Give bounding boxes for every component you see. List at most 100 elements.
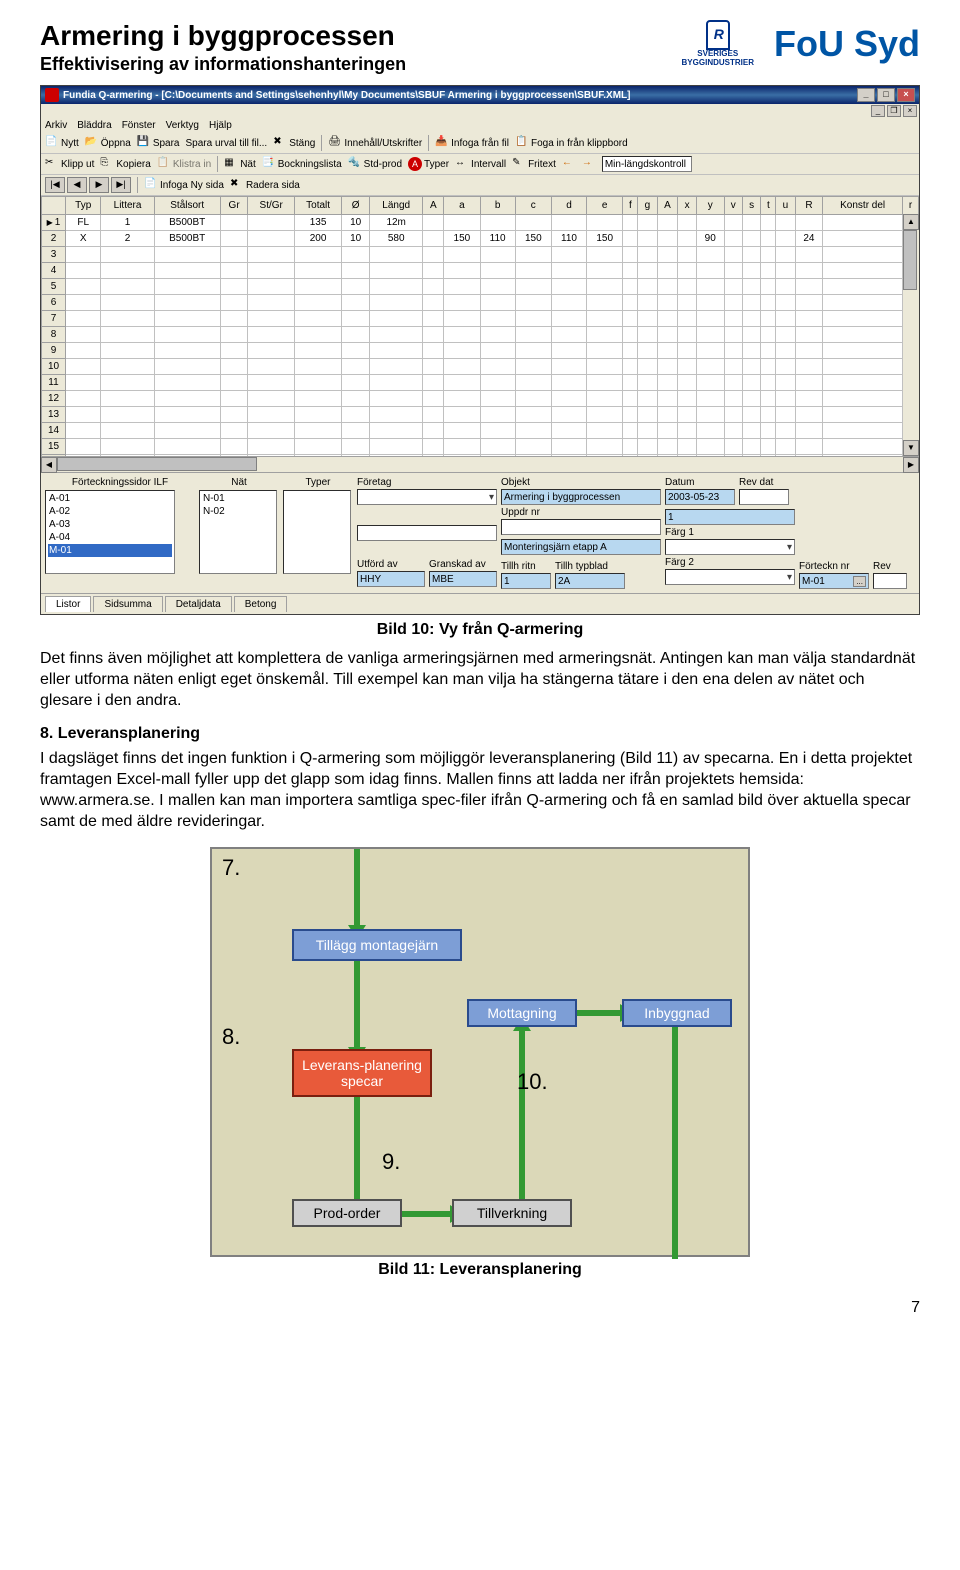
- grid-cell[interactable]: [66, 407, 101, 423]
- grid-cell[interactable]: [638, 263, 657, 279]
- grid-cell[interactable]: [795, 439, 823, 455]
- nat-listbox[interactable]: N-01N-02: [199, 490, 277, 574]
- grid-cell[interactable]: [444, 247, 480, 263]
- grid-cell[interactable]: [423, 295, 444, 311]
- grid-cell[interactable]: [623, 263, 638, 279]
- fritext-button[interactable]: ✎Fritext: [512, 157, 556, 171]
- grid-cell[interactable]: [248, 231, 294, 247]
- grid-cell[interactable]: [724, 359, 742, 375]
- grid-cell[interactable]: [220, 231, 248, 247]
- grid-cell[interactable]: [724, 391, 742, 407]
- grid-cell[interactable]: [342, 391, 370, 407]
- grid-cell[interactable]: [742, 215, 760, 231]
- horizontal-scrollbar[interactable]: ◀ ▶: [41, 456, 919, 472]
- grid-cell[interactable]: [423, 359, 444, 375]
- nytt-button[interactable]: 📄Nytt: [45, 136, 79, 150]
- grid-cell[interactable]: [823, 375, 903, 391]
- mdi-minimize[interactable]: _: [871, 105, 885, 117]
- grid-cell[interactable]: [724, 215, 742, 231]
- grid-cell[interactable]: [696, 327, 724, 343]
- grid-cell[interactable]: [823, 263, 903, 279]
- grid-cell[interactable]: [742, 359, 760, 375]
- tab-betong[interactable]: Betong: [234, 596, 288, 612]
- mdi-close[interactable]: ×: [903, 105, 917, 117]
- grid-cell[interactable]: [657, 359, 678, 375]
- grid-cell[interactable]: [742, 343, 760, 359]
- bockningslista-button[interactable]: 📑Bockningslista: [262, 157, 342, 171]
- grid-cell[interactable]: [101, 279, 154, 295]
- grid-cell[interactable]: [515, 215, 551, 231]
- grid-cell[interactable]: [515, 279, 551, 295]
- grid-cell[interactable]: [587, 311, 623, 327]
- grid-cell[interactable]: [696, 295, 724, 311]
- grid-cell[interactable]: [742, 327, 760, 343]
- column-header[interactable]: g: [638, 197, 657, 215]
- row-header[interactable]: 14: [42, 423, 66, 439]
- grid-cell[interactable]: [776, 407, 795, 423]
- grid-cell[interactable]: [515, 263, 551, 279]
- grid-cell[interactable]: [657, 407, 678, 423]
- grid-cell[interactable]: [761, 423, 776, 439]
- grid-cell[interactable]: [342, 295, 370, 311]
- grid-cell[interactable]: [154, 311, 220, 327]
- grid-cell[interactable]: [587, 439, 623, 455]
- grid-cell[interactable]: [248, 215, 294, 231]
- grid-cell[interactable]: [551, 295, 586, 311]
- grid-cell[interactable]: [66, 359, 101, 375]
- grid-cell[interactable]: [724, 327, 742, 343]
- row-header[interactable]: 8: [42, 327, 66, 343]
- grid-cell[interactable]: [795, 327, 823, 343]
- grid-cell[interactable]: [823, 423, 903, 439]
- grid-cell[interactable]: [742, 439, 760, 455]
- grid-cell[interactable]: [220, 215, 248, 231]
- grid-cell[interactable]: [724, 231, 742, 247]
- indent-left-button[interactable]: ←: [562, 157, 576, 171]
- grid-cell[interactable]: [761, 439, 776, 455]
- grid-cell[interactable]: [101, 439, 154, 455]
- grid-cell[interactable]: [795, 247, 823, 263]
- grid-cell[interactable]: [678, 375, 696, 391]
- grid-cell[interactable]: [724, 311, 742, 327]
- column-header[interactable]: y: [696, 197, 724, 215]
- column-header[interactable]: Ø: [342, 197, 370, 215]
- grid-cell[interactable]: [795, 343, 823, 359]
- grid-cell[interactable]: [342, 455, 370, 457]
- grid-cell[interactable]: [101, 359, 154, 375]
- grid-cell[interactable]: [724, 343, 742, 359]
- grid-cell[interactable]: [101, 375, 154, 391]
- grid-cell[interactable]: [480, 215, 515, 231]
- grid-cell[interactable]: [823, 327, 903, 343]
- grid-cell[interactable]: [657, 263, 678, 279]
- grid-cell[interactable]: [678, 247, 696, 263]
- grid-cell[interactable]: [342, 439, 370, 455]
- grid-cell[interactable]: [220, 391, 248, 407]
- grid-cell[interactable]: [551, 439, 586, 455]
- tillh-typblad-field[interactable]: 2A: [555, 573, 625, 589]
- grid-cell[interactable]: [248, 423, 294, 439]
- grid-cell[interactable]: [342, 247, 370, 263]
- grid-cell[interactable]: [220, 343, 248, 359]
- grid-cell[interactable]: [480, 423, 515, 439]
- grid-cell[interactable]: [154, 263, 220, 279]
- row-header[interactable]: 15: [42, 439, 66, 455]
- kopiera-button[interactable]: ⎘Kopiera: [100, 157, 150, 171]
- grid-cell[interactable]: [551, 391, 586, 407]
- grid-cell[interactable]: [742, 455, 760, 457]
- grid-cell[interactable]: [623, 311, 638, 327]
- grid-cell[interactable]: [154, 359, 220, 375]
- grid-cell[interactable]: [444, 359, 480, 375]
- grid-cell[interactable]: [248, 263, 294, 279]
- grid-cell[interactable]: [724, 455, 742, 457]
- grid-cell[interactable]: 2: [101, 231, 154, 247]
- column-header[interactable]: e: [587, 197, 623, 215]
- row-header[interactable]: 1: [42, 215, 66, 231]
- grid-cell[interactable]: B500BT: [154, 215, 220, 231]
- grid-cell[interactable]: [101, 311, 154, 327]
- grid-cell[interactable]: [638, 439, 657, 455]
- column-header[interactable]: Konstr del: [823, 197, 903, 215]
- grid-cell[interactable]: [370, 343, 423, 359]
- grid-cell[interactable]: [370, 407, 423, 423]
- grid-cell[interactable]: [678, 327, 696, 343]
- foretag-field[interactable]: [357, 489, 497, 505]
- row-header[interactable]: 7: [42, 311, 66, 327]
